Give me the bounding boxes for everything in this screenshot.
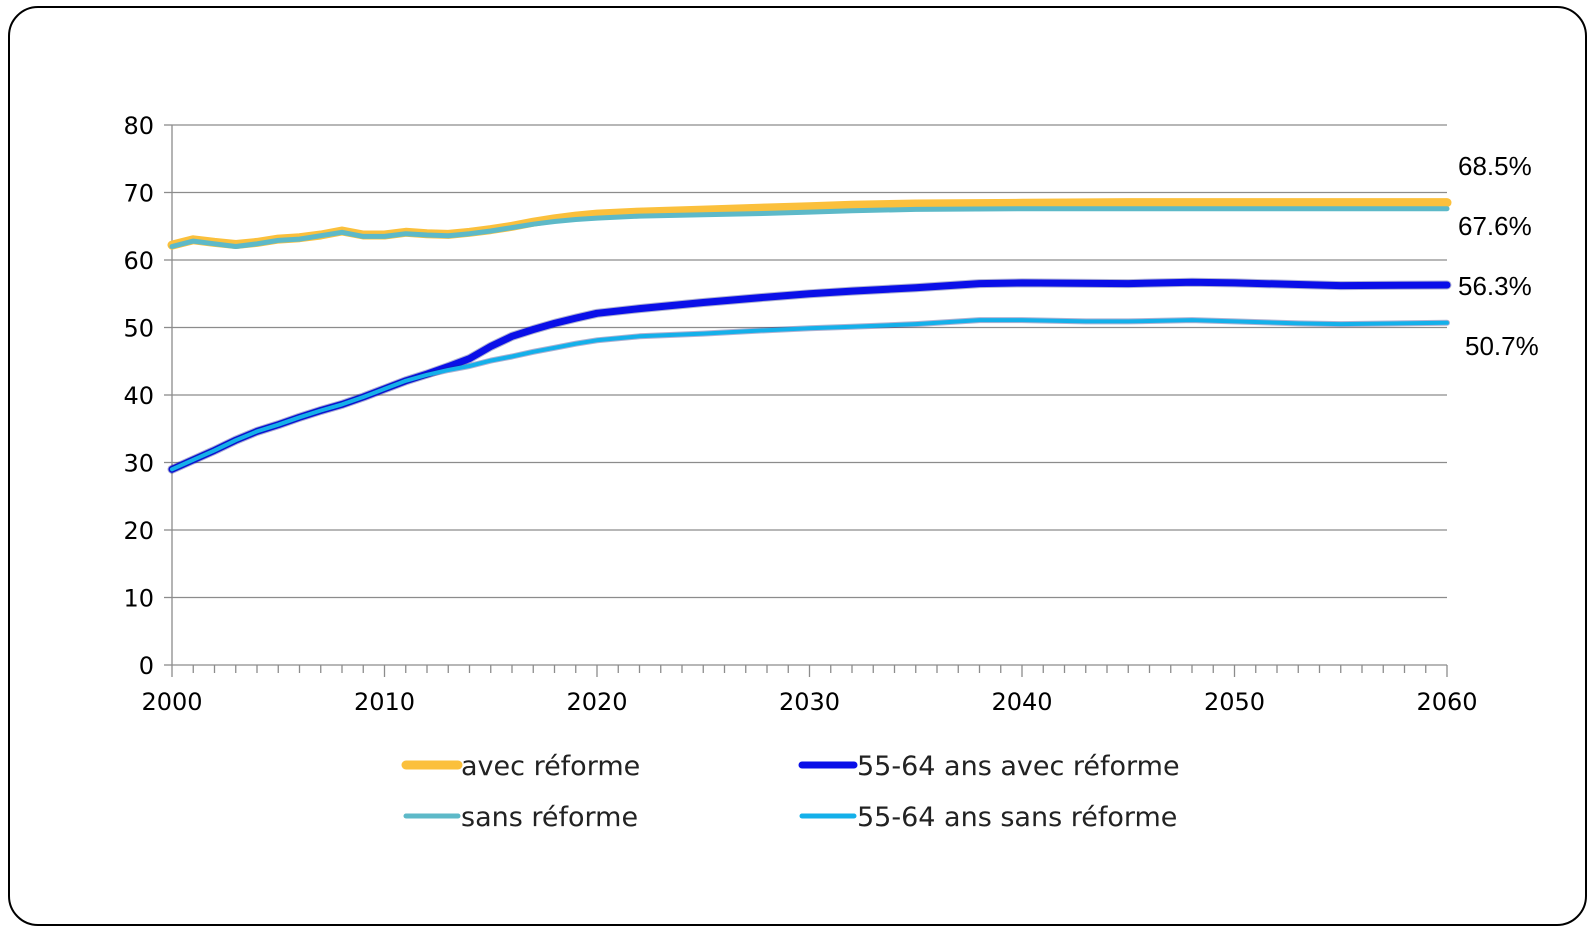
- end-value-labels: 68.5% 67.6% 56.3% 50.7%: [1458, 151, 1539, 361]
- x-tick-label: 2010: [354, 688, 415, 716]
- end-value-label: 67.6%: [1458, 211, 1532, 241]
- legend-label: sans réforme: [461, 802, 638, 833]
- y-tick-label: 20: [123, 517, 154, 545]
- end-value-label: 50.7%: [1465, 331, 1539, 361]
- chart-frame: 0 10 20 30 40 50 60 70 80 2000 2010 2020 2030 2040 20…: [8, 6, 1587, 926]
- x-tick-label: 2020: [566, 688, 627, 716]
- x-tick-label: 2060: [1416, 688, 1477, 716]
- legend-label: avec réforme: [461, 751, 640, 782]
- series-lines: [167, 198, 1452, 474]
- x-tick-label: 2000: [141, 688, 202, 716]
- legend-label: 55-64 ans avec réforme: [857, 751, 1180, 782]
- end-value-label: 68.5%: [1458, 151, 1532, 181]
- series-line: [170, 318, 1449, 472]
- legend-label: 55-64 ans sans réforme: [857, 802, 1177, 833]
- y-tick-label: 40: [123, 382, 154, 410]
- y-tick-label: 0: [139, 652, 154, 680]
- axes: [164, 124, 1448, 677]
- y-tick-label: 70: [123, 180, 154, 208]
- y-axis-labels: 0 10 20 30 40 50 60 70 80: [123, 112, 154, 680]
- y-tick-label: 10: [123, 585, 154, 613]
- y-tick-label: 80: [123, 112, 154, 140]
- y-tick-label: 60: [123, 247, 154, 275]
- x-axis-labels: 2000 2010 2020 2030 2040 2050 2060: [141, 688, 1477, 716]
- x-tick-label: 2050: [1204, 688, 1265, 716]
- series-line: [168, 278, 1451, 473]
- series-line: [169, 206, 1450, 249]
- x-tick-label: 2030: [779, 688, 840, 716]
- gridlines: [172, 124, 1447, 599]
- y-tick-label: 50: [123, 315, 154, 343]
- end-value-label: 56.3%: [1458, 271, 1532, 301]
- y-tick-label: 30: [123, 450, 154, 478]
- x-tick-label: 2040: [991, 688, 1052, 716]
- series-line-outline: [167, 277, 1452, 474]
- legend: avec réforme sans réforme 55-64 ans avec r…: [401, 751, 1180, 833]
